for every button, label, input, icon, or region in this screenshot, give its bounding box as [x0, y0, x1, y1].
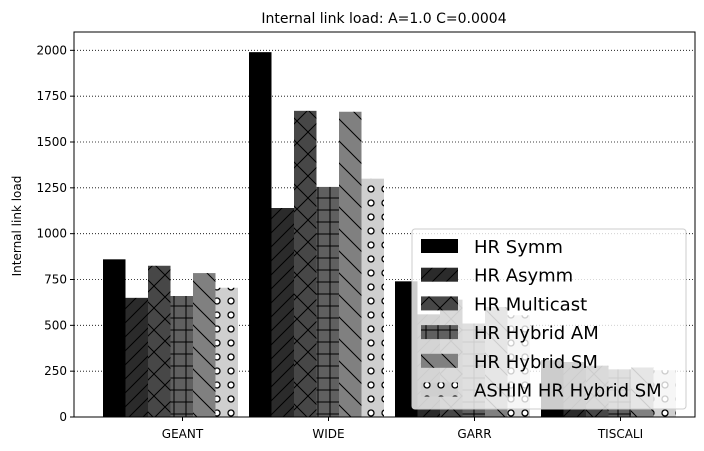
- legend-label: HR Hybrid AM: [474, 323, 599, 344]
- bar-ashim-hr-hybrid-sm-geant: [215, 287, 238, 417]
- bar-hr-hybrid-sm-geant: [193, 273, 216, 417]
- y-tick-label: 2000: [36, 43, 67, 57]
- y-tick-label: 750: [44, 273, 67, 287]
- legend-label: HR Hybrid SM: [474, 352, 598, 373]
- legend-swatch: [421, 267, 458, 282]
- legend-swatch: [421, 382, 458, 397]
- x-tick-label: GARR: [457, 427, 491, 441]
- legend-box: [411, 228, 687, 410]
- legend-swatch: [421, 296, 458, 311]
- bar-ashim-hr-hybrid-sm-wide: [361, 178, 384, 417]
- y-tick-label: 0: [59, 410, 67, 424]
- y-tick-label: 1000: [36, 227, 67, 241]
- bar-hr-multicast-geant: [148, 265, 171, 417]
- x-tick-label: WIDE: [312, 427, 344, 441]
- bar-hr-multicast-wide: [294, 110, 317, 417]
- x-tick-label: GEANT: [162, 427, 204, 441]
- y-tick-label: 1500: [36, 135, 67, 149]
- bar-hr-hybrid-sm-wide: [339, 111, 362, 417]
- bar-hr-hybrid-am-geant: [170, 296, 193, 417]
- x-tick-label: TISCALI: [597, 427, 643, 441]
- y-axis-label: Internal link load: [10, 176, 24, 277]
- bar-hr-hybrid-am-wide: [316, 186, 339, 417]
- legend-swatch: [421, 325, 458, 340]
- y-tick-label: 1750: [36, 89, 67, 103]
- chart-title: Internal link load: A=1.0 C=0.0004: [261, 11, 506, 27]
- legend-label: HR Multicast: [474, 294, 587, 315]
- axes: 0 250 500 750 1000 1250 1500 1750 2000 GEANT WIDE G…: [36, 31, 696, 441]
- y-tick-label: 500: [44, 318, 67, 332]
- legend: HR Symm HR Asymm HR Multicast HR Hybrid AM H…: [411, 228, 687, 410]
- legend-swatch: [421, 353, 458, 368]
- bar-hr-symm-geant: [103, 259, 126, 417]
- y-tick-label: 1250: [36, 181, 67, 195]
- bar-hr-asymm-geant: [125, 297, 148, 417]
- bar-hr-asymm-wide: [271, 208, 294, 417]
- legend-label: HR Asymm: [474, 266, 573, 287]
- legend-swatch: [421, 239, 458, 253]
- bar-hr-symm-wide: [249, 52, 272, 418]
- legend-label: HR Symm: [474, 237, 563, 258]
- legend-label: ASHIM HR Hybrid SM: [474, 381, 662, 402]
- plot-frame: [73, 31, 696, 418]
- y-tick-label: 250: [44, 364, 67, 378]
